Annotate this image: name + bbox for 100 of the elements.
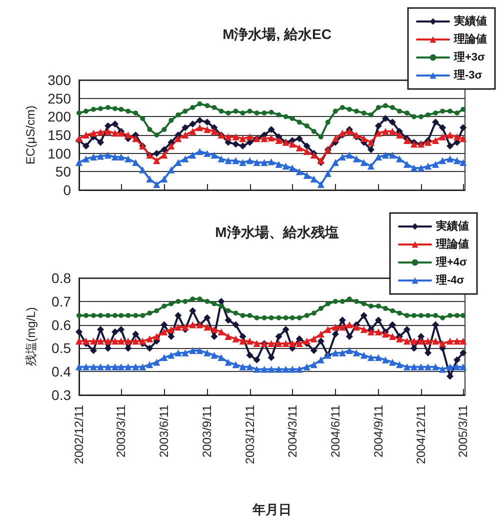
- point: [132, 330, 140, 338]
- point: [174, 312, 182, 319]
- point: [118, 106, 124, 112]
- point: [168, 301, 174, 306]
- point: [268, 126, 275, 133]
- point: [311, 128, 316, 134]
- point: [361, 301, 366, 306]
- y-tick-label: 0: [63, 182, 72, 198]
- point: [346, 296, 352, 302]
- point: [332, 324, 339, 331]
- point: [460, 312, 466, 318]
- point: [454, 356, 461, 364]
- point: [296, 144, 303, 152]
- point: [204, 324, 211, 331]
- point: [124, 363, 132, 370]
- point: [410, 338, 418, 345]
- point: [382, 152, 389, 159]
- point: [346, 321, 353, 328]
- point: [82, 142, 90, 150]
- point: [153, 181, 160, 188]
- point: [262, 315, 267, 320]
- point: [338, 316, 346, 324]
- point: [139, 166, 146, 174]
- point: [310, 176, 318, 182]
- point: [204, 314, 211, 322]
- point: [367, 138, 374, 146]
- point: [196, 148, 204, 155]
- point: [268, 158, 275, 166]
- point: [232, 335, 240, 342]
- point: [98, 106, 104, 112]
- point: [106, 105, 111, 110]
- point: [440, 315, 446, 320]
- point: [317, 330, 324, 338]
- point: [418, 312, 424, 318]
- point: [374, 316, 382, 324]
- point: [346, 347, 353, 354]
- point: [97, 338, 104, 345]
- point: [376, 105, 381, 110]
- point: [232, 157, 240, 164]
- point: [311, 310, 316, 316]
- point: [246, 133, 254, 140]
- point: [374, 354, 382, 362]
- y-tick-label: 0.8: [52, 270, 72, 286]
- point: [224, 333, 232, 340]
- point: [276, 315, 282, 320]
- point: [288, 140, 296, 148]
- point: [112, 130, 119, 137]
- point: [446, 372, 454, 380]
- point: [84, 312, 89, 318]
- x-tick-label: 2003/12/11: [242, 404, 257, 464]
- point: [275, 340, 282, 348]
- point: [346, 106, 352, 112]
- point: [439, 157, 446, 164]
- point: [118, 338, 125, 345]
- point: [76, 110, 82, 116]
- point: [182, 155, 189, 162]
- point: [282, 340, 290, 348]
- point: [360, 159, 368, 166]
- point: [168, 118, 174, 123]
- point: [382, 330, 389, 338]
- point: [296, 120, 302, 125]
- point: [140, 116, 146, 121]
- point: [324, 326, 332, 333]
- point: [197, 101, 202, 106]
- y-tick-label: 0.7: [52, 293, 72, 310]
- point: [232, 361, 240, 368]
- point: [410, 344, 418, 352]
- legend-label: 実績値: [453, 14, 487, 28]
- point: [90, 338, 98, 345]
- point: [454, 363, 461, 370]
- point: [303, 148, 310, 155]
- point: [446, 155, 454, 162]
- point: [212, 105, 217, 110]
- x-tick-label: 2002/12/11: [72, 404, 86, 464]
- point: [239, 333, 246, 340]
- legend-label: 実績値: [435, 220, 469, 232]
- point: [254, 315, 260, 320]
- point: [426, 312, 431, 318]
- point: [388, 152, 396, 159]
- point: [204, 349, 211, 356]
- point: [367, 162, 374, 170]
- legend-label: 理+3σ: [453, 52, 486, 64]
- x-tick-label: 2003/3/11: [114, 404, 128, 458]
- point: [338, 324, 346, 331]
- y-tick-label: 0.5: [52, 340, 72, 356]
- point: [388, 358, 396, 366]
- point: [332, 108, 338, 114]
- point: [352, 155, 360, 162]
- point: [124, 132, 132, 138]
- point: [310, 335, 318, 342]
- point: [224, 358, 232, 366]
- point: [382, 356, 389, 364]
- point: [112, 312, 118, 318]
- point: [126, 312, 131, 318]
- point: [296, 335, 303, 342]
- point: [176, 112, 181, 118]
- point: [160, 321, 168, 328]
- point: [232, 321, 240, 328]
- point: [112, 363, 119, 370]
- point: [91, 106, 96, 112]
